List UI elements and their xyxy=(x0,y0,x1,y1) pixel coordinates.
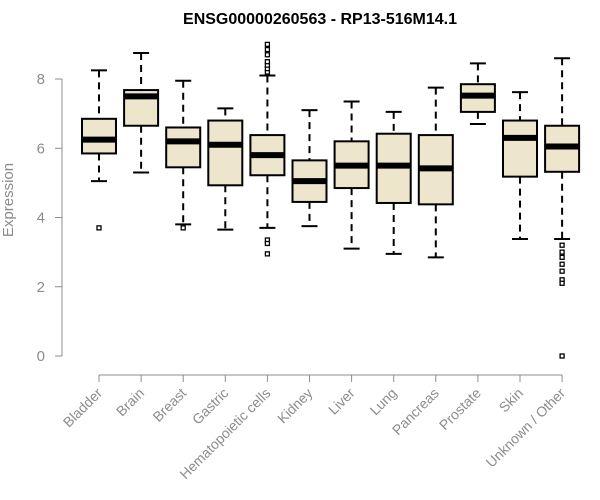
boxes xyxy=(81,41,581,359)
box-breast xyxy=(165,79,202,231)
box-brain xyxy=(123,52,160,174)
y-tick-label: 8 xyxy=(37,71,45,88)
y-axis-label: Expression xyxy=(0,163,17,237)
box-pancreas xyxy=(417,86,454,259)
outlier-point xyxy=(264,251,271,257)
outlier-point xyxy=(559,254,565,260)
box-kidney xyxy=(291,109,328,228)
x-tick-label: Pancreas xyxy=(389,385,442,438)
outlier-point xyxy=(559,353,565,359)
box-bladder xyxy=(81,69,117,231)
box-iqr xyxy=(502,119,538,178)
y-tick-label: 0 xyxy=(37,348,45,365)
x-tick-label: Brain xyxy=(113,385,147,419)
outlier-point xyxy=(264,52,271,58)
outlier-point xyxy=(559,249,565,255)
outlier-point xyxy=(559,242,565,248)
x-tick-label: Skin xyxy=(496,385,527,416)
x-tick-label: Kidney xyxy=(274,385,316,427)
outlier-point xyxy=(264,59,271,65)
x-tick-label: Bladder xyxy=(60,385,106,431)
chart-title: ENSG00000260563 - RP13-516M14.1 xyxy=(183,11,457,28)
box-iqr xyxy=(165,126,202,169)
y-tick-label: 2 xyxy=(37,279,45,296)
outlier-point xyxy=(264,41,271,48)
x-tick-label: Prostate xyxy=(436,385,484,433)
box-hematopoietic-cells xyxy=(249,41,286,257)
y-tick-label: 4 xyxy=(37,210,45,227)
outlier-point xyxy=(180,225,186,231)
outlier-point xyxy=(96,225,102,231)
x-tick-label: Lung xyxy=(366,385,399,418)
box-skin xyxy=(502,91,538,240)
x-tick-label: Liver xyxy=(325,385,358,418)
x-tick-label: Unknown / Other xyxy=(483,385,569,471)
box-iqr xyxy=(81,117,117,155)
box-prostate xyxy=(459,62,496,126)
outlier-point xyxy=(559,280,565,286)
y-tick-label: 6 xyxy=(37,140,45,157)
outlier-point xyxy=(264,240,271,247)
outlier-point xyxy=(559,268,565,274)
box-gastric xyxy=(207,107,244,231)
box-liver xyxy=(333,100,370,250)
box-lung xyxy=(375,110,412,255)
box-unknown-other xyxy=(544,57,581,359)
outlier-point xyxy=(264,46,271,53)
x-tick-label: Breast xyxy=(149,385,189,425)
box-iqr xyxy=(207,119,244,187)
outlier-point xyxy=(559,261,565,267)
